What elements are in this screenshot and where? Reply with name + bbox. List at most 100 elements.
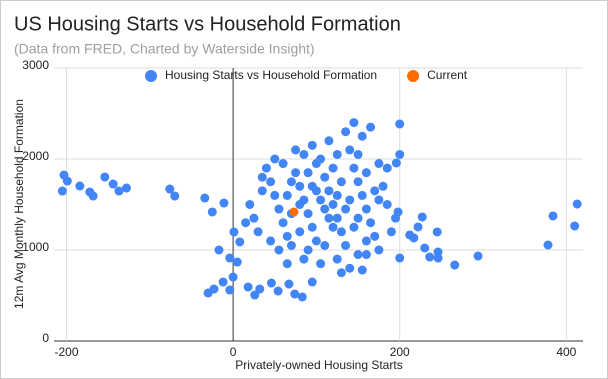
point xyxy=(299,149,309,159)
point xyxy=(450,260,460,270)
point xyxy=(282,259,292,269)
point xyxy=(121,183,131,193)
point xyxy=(341,204,351,214)
point xyxy=(209,284,219,294)
point xyxy=(282,190,292,200)
point xyxy=(328,222,338,232)
point xyxy=(378,181,388,191)
point xyxy=(425,252,435,262)
point xyxy=(345,195,355,205)
point xyxy=(225,253,235,263)
point xyxy=(270,190,280,200)
point xyxy=(255,284,265,294)
point xyxy=(311,159,321,169)
point xyxy=(366,218,376,228)
point xyxy=(320,172,330,182)
legend-label: Housing Starts vs Household Formation xyxy=(165,68,377,82)
point xyxy=(75,181,85,191)
point xyxy=(417,212,427,222)
point xyxy=(361,250,371,260)
point xyxy=(270,154,280,164)
chart-subtitle: (Data from FRED, Charted by Waterside In… xyxy=(14,41,315,57)
point xyxy=(572,199,582,209)
point xyxy=(349,163,359,173)
point xyxy=(543,240,553,250)
point xyxy=(170,191,180,201)
point xyxy=(307,140,317,150)
point xyxy=(278,218,288,228)
legend-marker xyxy=(145,70,157,82)
y-tick-label: 0 xyxy=(42,331,49,345)
point xyxy=(328,200,338,209)
point xyxy=(303,209,313,219)
point xyxy=(235,237,245,247)
y-tick-label: 2000 xyxy=(22,149,49,163)
point xyxy=(274,204,284,214)
point xyxy=(249,213,259,223)
point xyxy=(357,131,367,141)
point xyxy=(341,127,351,137)
point xyxy=(370,186,380,196)
point xyxy=(361,204,371,214)
point xyxy=(336,227,346,237)
point xyxy=(257,172,267,182)
point xyxy=(391,158,401,168)
point xyxy=(311,236,321,246)
point xyxy=(341,240,351,250)
point xyxy=(289,207,299,217)
point xyxy=(218,277,228,287)
point xyxy=(433,247,443,257)
point xyxy=(386,227,396,237)
point xyxy=(432,227,442,237)
point xyxy=(274,245,284,255)
point xyxy=(307,181,317,191)
point xyxy=(332,254,342,264)
point xyxy=(324,213,334,223)
point xyxy=(395,119,405,129)
point xyxy=(316,259,326,269)
point xyxy=(409,233,419,243)
point xyxy=(357,190,367,200)
point xyxy=(273,286,283,296)
point xyxy=(228,272,238,282)
point xyxy=(366,122,376,132)
point xyxy=(374,159,384,169)
point xyxy=(336,177,346,187)
point xyxy=(250,290,260,300)
point xyxy=(548,211,558,221)
y-tick-label: 1000 xyxy=(22,240,49,254)
point xyxy=(232,257,242,267)
point xyxy=(245,200,255,209)
point xyxy=(374,245,384,255)
point xyxy=(303,245,313,255)
point xyxy=(353,177,363,187)
y-tick-label: 3000 xyxy=(22,58,49,72)
point xyxy=(266,278,276,288)
point xyxy=(57,186,67,196)
point xyxy=(100,172,110,182)
point xyxy=(374,195,384,205)
point xyxy=(229,227,239,237)
point xyxy=(108,179,118,189)
point xyxy=(297,292,307,302)
point xyxy=(473,251,483,261)
point xyxy=(357,265,367,275)
point xyxy=(395,253,405,263)
point xyxy=(295,181,305,191)
x-tick-label: 200 xyxy=(390,345,410,359)
point xyxy=(353,213,363,223)
point xyxy=(382,200,392,209)
point xyxy=(413,222,423,232)
point xyxy=(291,168,301,178)
legend-label: Current xyxy=(427,68,468,82)
y-axis-label: 12m Avg Monthly Household Formation xyxy=(12,99,26,309)
point xyxy=(370,231,380,241)
point xyxy=(243,282,253,292)
point xyxy=(266,177,276,187)
point xyxy=(299,254,309,264)
point xyxy=(261,163,271,173)
point xyxy=(332,190,342,200)
point xyxy=(361,236,371,246)
point xyxy=(241,218,251,228)
point xyxy=(420,243,430,253)
